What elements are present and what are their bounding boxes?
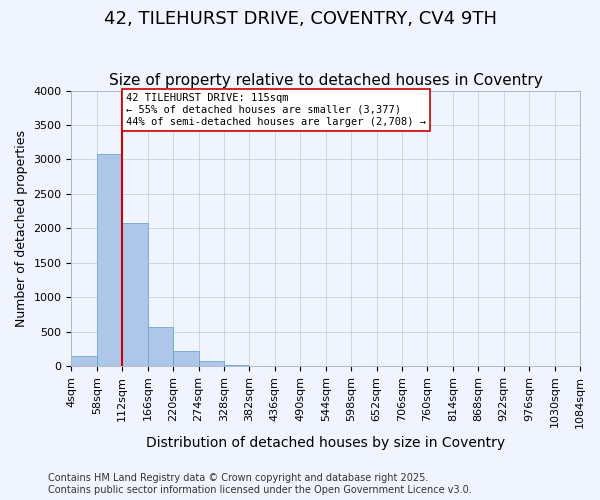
Bar — [173, 351, 199, 366]
Bar — [97, 154, 122, 366]
Title: Size of property relative to detached houses in Coventry: Size of property relative to detached ho… — [109, 73, 542, 88]
Text: 42 TILEHURST DRIVE: 115sqm
← 55% of detached houses are smaller (3,377)
44% of s: 42 TILEHURST DRIVE: 115sqm ← 55% of deta… — [126, 94, 426, 126]
Text: 42, TILEHURST DRIVE, COVENTRY, CV4 9TH: 42, TILEHURST DRIVE, COVENTRY, CV4 9TH — [104, 10, 497, 28]
Bar — [122, 222, 148, 366]
Bar — [199, 362, 224, 366]
Bar — [148, 328, 173, 366]
Y-axis label: Number of detached properties: Number of detached properties — [15, 130, 28, 327]
X-axis label: Distribution of detached houses by size in Coventry: Distribution of detached houses by size … — [146, 436, 505, 450]
Text: Contains HM Land Registry data © Crown copyright and database right 2025.
Contai: Contains HM Land Registry data © Crown c… — [48, 474, 472, 495]
Bar — [71, 356, 97, 366]
